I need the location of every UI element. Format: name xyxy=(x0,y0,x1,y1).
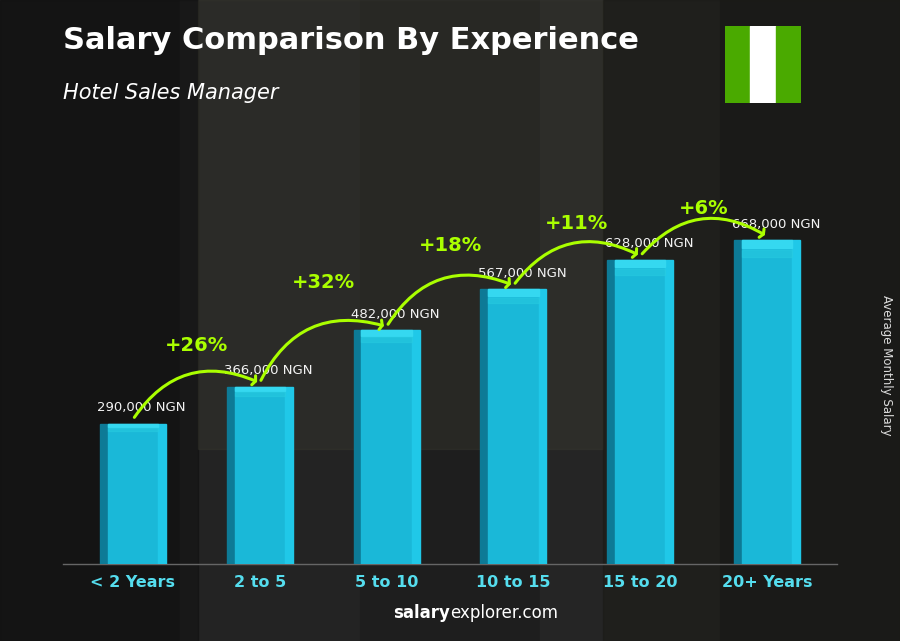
Bar xyxy=(362,331,411,564)
Bar xyxy=(776,26,801,103)
Text: 482,000 NGN: 482,000 NGN xyxy=(351,308,439,320)
Text: 668,000 NGN: 668,000 NGN xyxy=(732,218,820,231)
Bar xyxy=(616,260,665,267)
Bar xyxy=(616,269,665,275)
Bar xyxy=(198,0,603,449)
Bar xyxy=(108,428,158,431)
Bar xyxy=(540,0,720,641)
Text: 567,000 NGN: 567,000 NGN xyxy=(478,267,566,279)
Text: Average Monthly Salary: Average Monthly Salary xyxy=(880,295,893,436)
Bar xyxy=(665,260,673,564)
Bar xyxy=(235,392,284,395)
Bar xyxy=(180,0,360,641)
Bar xyxy=(235,387,284,391)
Bar xyxy=(724,26,750,103)
Bar xyxy=(284,387,292,564)
Text: +32%: +32% xyxy=(292,272,355,292)
Bar xyxy=(616,260,665,564)
Text: 366,000 NGN: 366,000 NGN xyxy=(224,364,312,377)
Bar xyxy=(608,260,616,564)
Text: +26%: +26% xyxy=(165,336,228,355)
Bar xyxy=(734,240,742,564)
Bar xyxy=(720,0,900,641)
Bar xyxy=(362,331,411,337)
Bar xyxy=(360,0,540,641)
Bar xyxy=(100,424,108,564)
Bar xyxy=(742,240,792,249)
Text: 628,000 NGN: 628,000 NGN xyxy=(605,237,693,250)
Bar xyxy=(108,424,158,427)
Bar xyxy=(158,424,166,564)
Bar xyxy=(227,387,235,564)
Bar xyxy=(792,240,800,564)
Bar xyxy=(489,297,538,303)
Bar xyxy=(742,250,792,256)
Bar xyxy=(362,337,411,342)
Bar xyxy=(489,289,538,564)
Bar xyxy=(750,26,776,103)
Bar xyxy=(411,331,419,564)
Text: 290,000 NGN: 290,000 NGN xyxy=(97,401,185,414)
Bar xyxy=(481,289,489,564)
Bar xyxy=(538,289,546,564)
Text: +18%: +18% xyxy=(418,236,482,255)
Bar xyxy=(108,424,158,564)
Bar xyxy=(0,0,198,641)
Text: salary: salary xyxy=(393,604,450,622)
Bar xyxy=(0,0,180,641)
Bar xyxy=(603,0,900,641)
Text: explorer.com: explorer.com xyxy=(450,604,558,622)
Text: Salary Comparison By Experience: Salary Comparison By Experience xyxy=(63,26,639,54)
Bar xyxy=(489,289,538,296)
Text: Hotel Sales Manager: Hotel Sales Manager xyxy=(63,83,278,103)
Bar xyxy=(354,331,362,564)
Bar xyxy=(235,387,284,564)
Text: +11%: +11% xyxy=(545,214,608,233)
Text: +6%: +6% xyxy=(679,199,729,219)
Bar xyxy=(742,240,792,564)
